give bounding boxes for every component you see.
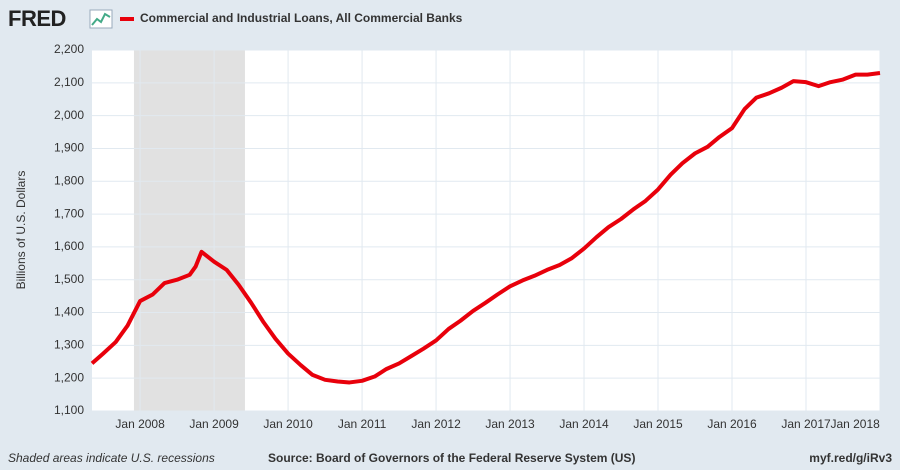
y-tick-label: 1,800 (54, 173, 84, 187)
x-tick-label: Jan 2017 (781, 417, 831, 431)
y-tick-label: 1,700 (54, 206, 84, 220)
y-tick-label: 1,200 (54, 370, 84, 384)
x-tick-label: Jan 2012 (411, 417, 461, 431)
x-tick-label: Jan 2010 (263, 417, 313, 431)
x-tick-label: Jan 2013 (485, 417, 535, 431)
x-tick-label: Jan 2016 (707, 417, 757, 431)
y-tick-label: 1,300 (54, 338, 84, 352)
recession-shade (133, 50, 245, 411)
x-tick-label: Jan 2008 (115, 417, 165, 431)
footnote: Shaded areas indicate U.S. recessions (8, 451, 215, 465)
x-tick-label: Jan 2014 (559, 417, 609, 431)
y-tick-label: 2,100 (54, 75, 84, 89)
x-tick-label: Jan 2009 (189, 417, 239, 431)
link[interactable]: myf.red/g/iRv3 (809, 451, 892, 465)
y-tick-label: 2,000 (54, 108, 84, 122)
legend-label: Commercial and Industrial Loans, All Com… (140, 11, 463, 25)
x-tick-label: Jan 2018 (830, 417, 880, 431)
y-axis-label: Billions of U.S. Dollars (14, 171, 28, 290)
logo-icon (89, 9, 113, 29)
y-tick-label: 1,900 (54, 141, 84, 155)
brand-logo: FRED (8, 6, 66, 31)
x-tick-label: Jan 2011 (338, 417, 387, 431)
x-tick-label: Jan 2015 (633, 417, 683, 431)
source: Source: Board of Governors of the Federa… (268, 451, 635, 465)
y-tick-label: 1,600 (54, 239, 84, 253)
y-tick-label: 2,200 (54, 42, 84, 56)
series-line (90, 70, 881, 385)
y-tick-label: 1,500 (54, 272, 84, 286)
y-tick-label: 1,100 (54, 403, 84, 417)
y-tick-label: 1,400 (54, 305, 84, 319)
